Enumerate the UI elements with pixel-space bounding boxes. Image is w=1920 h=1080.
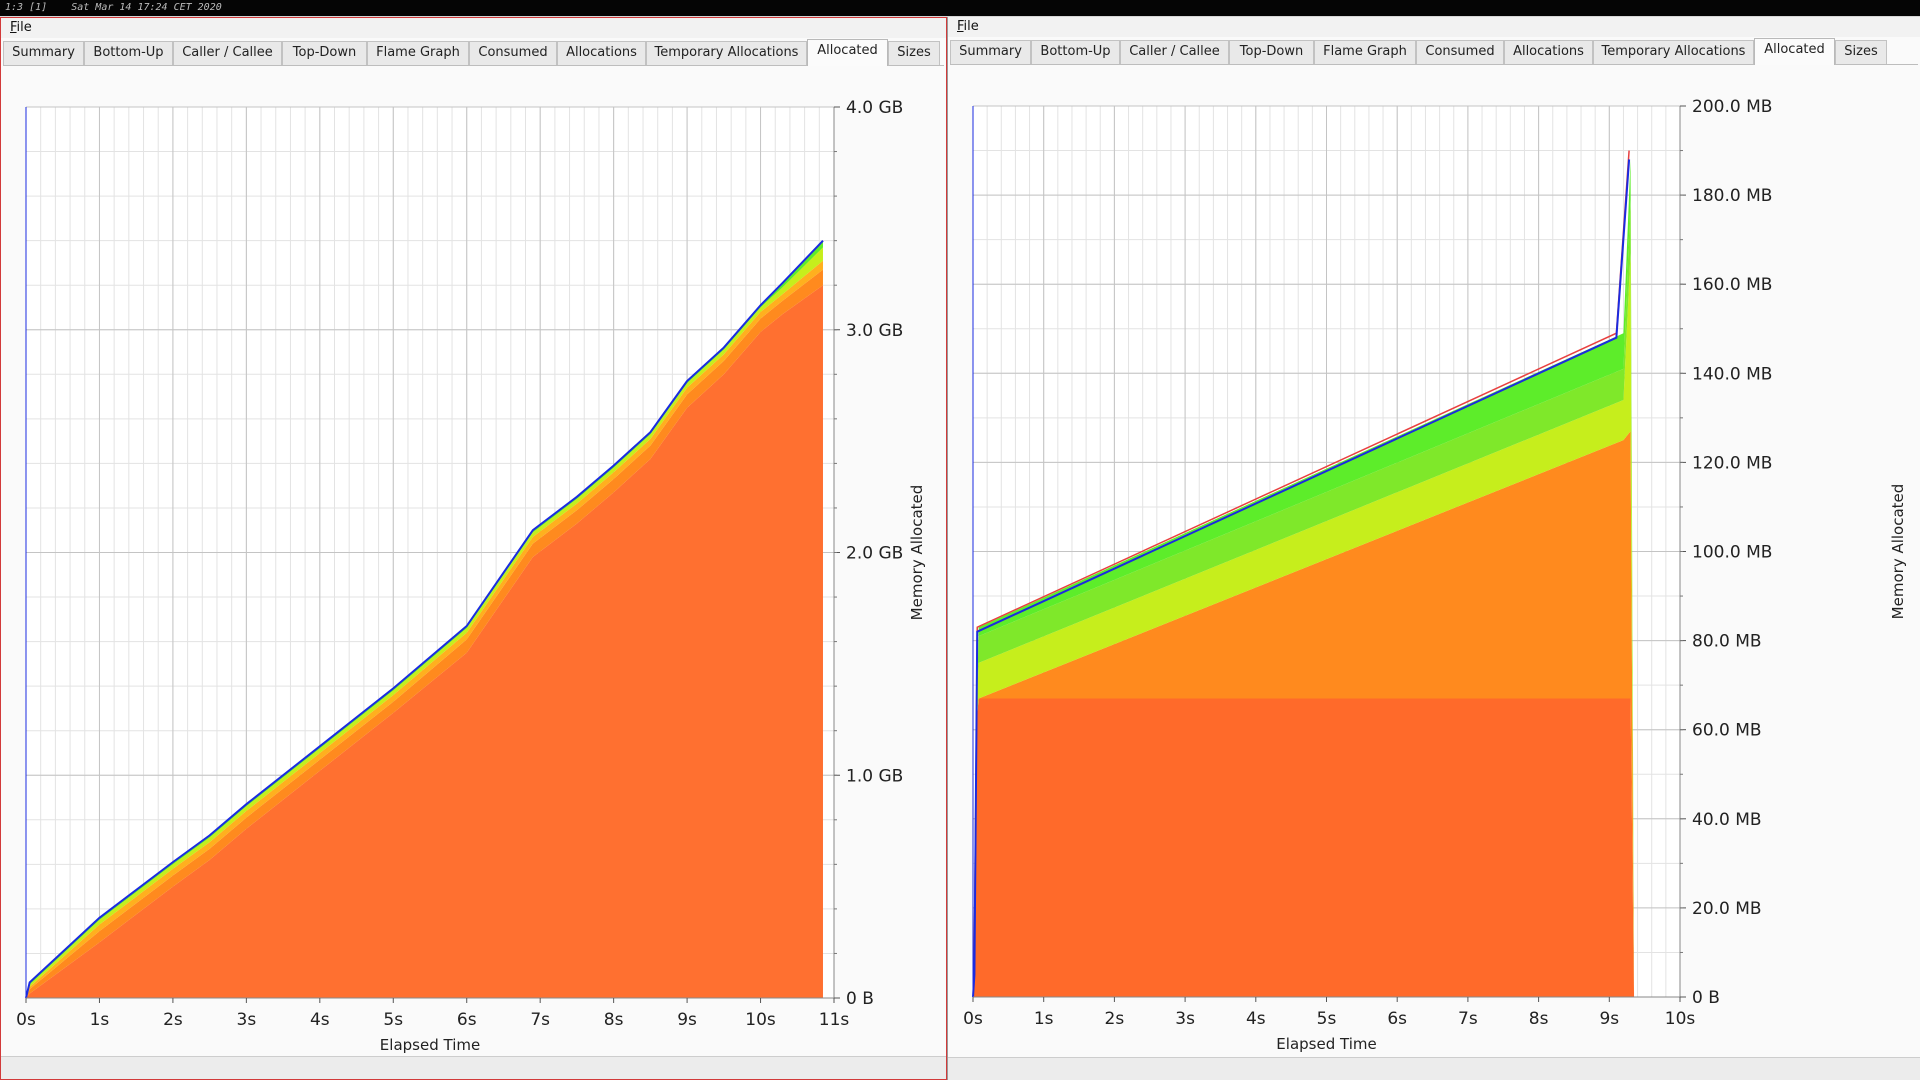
left-window: File Summary Bottom-Up Caller / Callee T… — [0, 17, 947, 1080]
y-tick-label: 3.0 GB — [846, 321, 903, 341]
x-axis-title: Elapsed Time — [380, 1036, 480, 1054]
y-tick-label: 200.0 MB — [1692, 97, 1772, 117]
x-tick-label: 3s — [1175, 1009, 1195, 1029]
x-tick-label: 7s — [530, 1010, 550, 1030]
right-window: File Summary Bottom-Up Caller / Callee T… — [947, 17, 1920, 1080]
outline-blue — [972, 159, 1631, 998]
tab-top-down[interactable]: Top-Down — [282, 41, 367, 65]
outline-blue — [25, 239, 824, 999]
tab-bar: Summary Bottom-Up Caller / Callee Top-Do… — [3, 39, 944, 66]
tab-flame-graph[interactable]: Flame Graph — [1314, 40, 1416, 64]
y-tick-label: 0 B — [1692, 988, 1720, 1008]
y-tick-label: 120.0 MB — [1692, 453, 1772, 473]
tab-bar: Summary Bottom-Up Caller / Callee Top-Do… — [950, 38, 1918, 65]
x-tick-label: 8s — [604, 1010, 624, 1030]
y-tick-label: 60.0 MB — [1692, 721, 1762, 741]
chart-svg-left: 0 B 1.0 GB 2.0 GB 3.0 GB 4.0 GB 0s 1s 2s 3s 4s 5s 6… — [16, 98, 926, 1054]
area-series-4 — [973, 159, 1635, 998]
x-tick-label: 1s — [1034, 1009, 1054, 1029]
tab-allocated[interactable]: Allocated — [807, 39, 888, 66]
y-tick-label: 2.0 GB — [846, 544, 903, 564]
tab-bottom-up[interactable]: Bottom-Up — [84, 41, 173, 65]
x-tick-label: 11s — [819, 1010, 850, 1030]
y-tick-label: 140.0 MB — [1692, 364, 1772, 384]
tab-sizes[interactable]: Sizes — [888, 41, 940, 65]
x-tick-label: 10s — [745, 1010, 776, 1030]
x-tick-label: 4s — [1246, 1009, 1266, 1029]
x-axis-title: Elapsed Time — [1276, 1035, 1376, 1053]
y-tick-label: 20.0 MB — [1692, 899, 1762, 919]
y-axis-title: Memory Allocated — [1889, 484, 1907, 620]
x-tick-label: 4s — [310, 1010, 330, 1030]
y-tick-label: 1.0 GB — [846, 766, 903, 786]
status-bar — [1, 1056, 946, 1079]
x-tick-label: 6s — [1387, 1009, 1407, 1029]
area-series-1 — [973, 431, 1635, 998]
tab-consumed[interactable]: Consumed — [469, 41, 557, 65]
y-axis-title: Memory Allocated — [908, 485, 926, 621]
tab-summary[interactable]: Summary — [950, 40, 1031, 64]
tab-allocations[interactable]: Allocations — [1504, 40, 1593, 64]
y-tick-label: 4.0 GB — [846, 98, 903, 118]
tab-caller-callee[interactable]: Caller / Callee — [1120, 40, 1229, 64]
tab-bottom-up[interactable]: Bottom-Up — [1031, 40, 1120, 64]
y-tick-label: 80.0 MB — [1692, 632, 1762, 652]
tab-sizes[interactable]: Sizes — [1835, 40, 1887, 64]
top-status-bar: 1:3 [1] Sat Mar 14 17:24 CET 2020 — [0, 0, 1920, 16]
tab-caller-callee[interactable]: Caller / Callee — [173, 41, 282, 65]
tab-allocated[interactable]: Allocated — [1754, 38, 1835, 65]
area-series-3 — [973, 199, 1635, 997]
y-tick-label: 100.0 MB — [1692, 543, 1772, 563]
y-tick-label: 0 B — [846, 989, 874, 1009]
tab-allocations[interactable]: Allocations — [557, 41, 646, 65]
y-tick-label: 180.0 MB — [1692, 186, 1772, 206]
allocated-chart-left: 0 B 1.0 GB 2.0 GB 3.0 GB 4.0 GB 0s 1s 2s 3s 4s 5s 6… — [1, 84, 946, 1078]
x-tick-label: 6s — [457, 1010, 477, 1030]
tab-top-down[interactable]: Top-Down — [1229, 40, 1314, 64]
tab-consumed[interactable]: Consumed — [1416, 40, 1504, 64]
chart-svg-right: 0 B 20.0 MB 40.0 MB 60.0 MB 80.0 MB 100.0 MB 1… — [963, 97, 1907, 1053]
x-tick-label: 5s — [1317, 1009, 1337, 1029]
menu-bar: File — [948, 17, 1920, 37]
x-tick-label: 9s — [677, 1010, 697, 1030]
x-tick-label: 8s — [1529, 1009, 1549, 1029]
x-tick-label: 2s — [1105, 1009, 1125, 1029]
status-bar — [948, 1057, 1920, 1080]
y-tick-label: 40.0 MB — [1692, 810, 1762, 830]
tab-summary[interactable]: Summary — [3, 41, 84, 65]
x-tick-label: 7s — [1458, 1009, 1478, 1029]
y-tick-label: 160.0 MB — [1692, 275, 1772, 295]
x-tick-label: 0s — [16, 1010, 36, 1030]
x-tick-label: 2s — [163, 1010, 183, 1030]
x-tick-label: 9s — [1599, 1009, 1619, 1029]
allocated-chart-right: 0 B 20.0 MB 40.0 MB 60.0 MB 80.0 MB 100.0 MB 1… — [948, 83, 1919, 1077]
file-menu[interactable]: File — [957, 19, 979, 34]
x-tick-label: 0s — [963, 1009, 983, 1029]
tab-temporary-allocations[interactable]: Temporary Allocations — [646, 41, 807, 65]
x-tick-label: 5s — [383, 1010, 403, 1030]
x-tick-label: 1s — [90, 1010, 110, 1030]
tab-temporary-allocations[interactable]: Temporary Allocations — [1593, 40, 1754, 64]
area-series-0 — [26, 285, 823, 998]
x-tick-label: 3s — [237, 1010, 257, 1030]
area-series-0 — [973, 698, 1635, 997]
area-series-2 — [973, 253, 1635, 997]
menu-bar: File — [1, 18, 946, 38]
area-series-2 — [26, 260, 823, 998]
tab-flame-graph[interactable]: Flame Graph — [367, 41, 469, 65]
x-tick-label: 10s — [1665, 1009, 1696, 1029]
file-menu[interactable]: File — [10, 20, 32, 35]
area-series-1 — [26, 269, 823, 998]
